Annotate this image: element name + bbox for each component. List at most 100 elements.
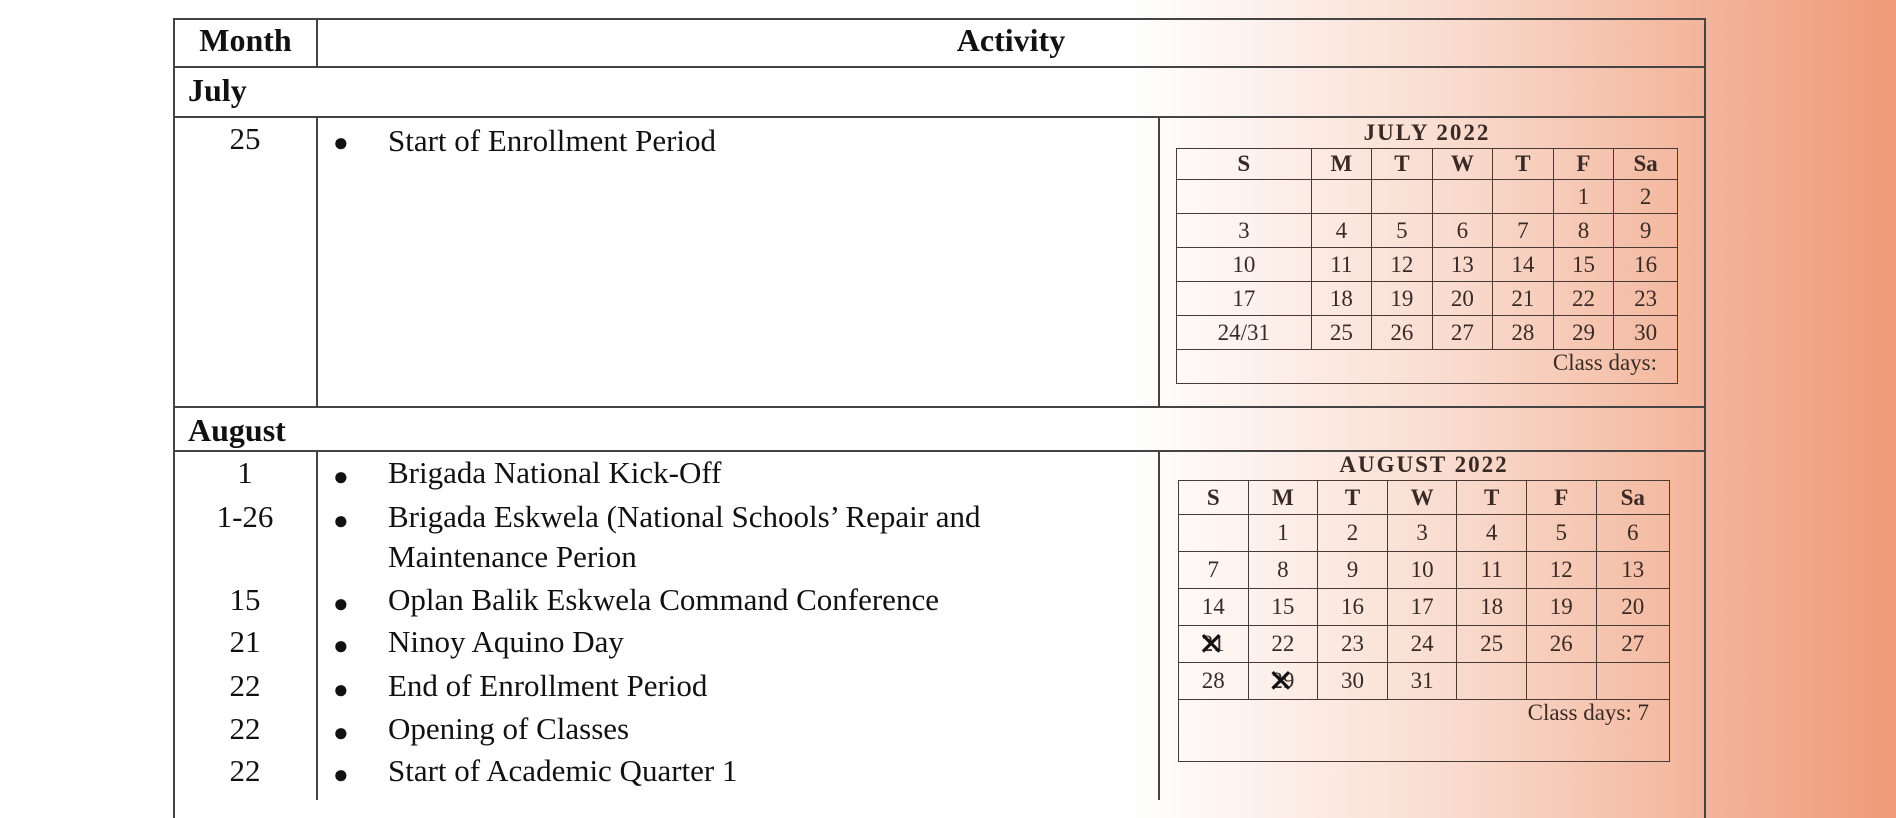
calendar-day: 20 (1595, 588, 1671, 626)
day-number: 6 (1627, 520, 1639, 545)
calendar-day: 26 (1525, 625, 1597, 663)
calendar-day: 13 (1431, 247, 1494, 282)
day-number: 10 (1410, 557, 1434, 582)
entry-day: 22 (229, 753, 261, 788)
weekday-header: T (1371, 148, 1433, 180)
calendar-day: 16 (1317, 588, 1388, 626)
day-number: 23 (1340, 631, 1364, 656)
day-number: 11 (1330, 251, 1353, 277)
calendar-day: 3 (1386, 514, 1458, 552)
weekday-header: S (1178, 480, 1249, 515)
day-number: 4 (1335, 217, 1348, 243)
entry-day: 21 (229, 624, 261, 659)
day-number: 7 (1207, 557, 1220, 582)
header-activity: Activity (956, 22, 1066, 58)
col-divider (316, 116, 318, 408)
calendar-day: 7 (1492, 213, 1554, 248)
calendar-day: 23 (1613, 281, 1678, 316)
day-number: 18 (1329, 285, 1353, 311)
row-divider (173, 406, 1706, 408)
day-number: 30 (1340, 668, 1364, 693)
day-number: 10 (1232, 251, 1256, 277)
weekday-header: F (1552, 148, 1615, 180)
weekday-header: W (1431, 148, 1494, 180)
entry-activity: Start of Enrollment Period (388, 123, 717, 158)
row-divider (173, 66, 1706, 68)
calendar-day: 9 (1317, 551, 1388, 589)
day-number: 30 (1634, 319, 1658, 345)
calendar-day: 29 (1552, 315, 1615, 350)
day-number: 16 (1634, 251, 1658, 277)
table-border-left (173, 18, 175, 818)
calendar-day: 26 (1371, 315, 1433, 350)
day-number: 12 (1549, 557, 1573, 582)
weekday-header: T (1456, 480, 1527, 515)
calendar-day: 5 (1371, 213, 1433, 248)
day-number: 1 (1277, 520, 1289, 545)
calendar-day: 12 (1525, 551, 1597, 589)
entry-activity: Brigada Eskwela (National Schools’ Repai… (388, 499, 981, 534)
day-number: 11 (1480, 557, 1503, 582)
month-label-july: July (188, 72, 247, 108)
calendar-day: 9 (1613, 213, 1678, 248)
day-number: 9 (1346, 557, 1359, 582)
day-number: 15 (1571, 251, 1595, 277)
table-border-right (1704, 18, 1706, 818)
calendar-day: 8 (1552, 213, 1615, 248)
calendar-day: 16 (1613, 247, 1678, 282)
day-number: 27 (1450, 319, 1474, 345)
bullet-icon: ● (333, 760, 349, 789)
day-number: 8 (1577, 217, 1590, 243)
day-number: 4 (1485, 520, 1498, 545)
calendar-day: 27 (1431, 315, 1494, 350)
bullet-icon: ● (333, 631, 349, 660)
calendar-day: 14 (1492, 247, 1554, 282)
day-number: 25 (1480, 631, 1504, 656)
calendar-day: 4 (1310, 213, 1373, 248)
day-number: 8 (1277, 557, 1289, 582)
day-number: 29 (1571, 319, 1595, 345)
day-number: 12 (1390, 251, 1414, 277)
calendar-day: 19 (1371, 281, 1433, 316)
row-divider (173, 116, 1706, 118)
calendar-day (1310, 179, 1373, 214)
calendar-day (1371, 179, 1433, 214)
day-number: 5 (1396, 217, 1408, 243)
calendar-day: 10 (1176, 247, 1312, 282)
day-number: 3 (1238, 217, 1250, 243)
col-divider (1158, 450, 1160, 800)
day-number: 2 (1346, 520, 1359, 545)
calendar-day: 25 (1310, 315, 1373, 350)
day-number: 14 (1511, 251, 1535, 277)
day-number: 1 (1577, 183, 1590, 209)
calendar-title: JULY 2022 (1363, 120, 1491, 145)
day-number: 25 (1329, 319, 1353, 345)
day-number: 14 (1201, 594, 1225, 619)
bullet-icon: ● (333, 506, 349, 535)
day-number: 27 (1621, 631, 1645, 656)
calendar-august: AUGUST 2022 S M T W T F Sa 1 2 3 4 5 6 7 8 9 10 11 12 13 14 1… (1178, 452, 1671, 762)
calendar-day: 22 (1247, 625, 1319, 663)
entry-activity: Start of Academic Quarter 1 (388, 753, 738, 788)
weekday-header: Sa (1595, 480, 1671, 515)
calendar-day: 28 (1492, 315, 1554, 350)
col-divider (316, 18, 318, 68)
calendar-day (1431, 179, 1494, 214)
entry-day: 22 (229, 668, 261, 703)
calendar-day: 17 (1386, 588, 1458, 626)
calendar-day (1595, 662, 1671, 700)
weekday-header: S (1176, 148, 1312, 180)
day-number: 17 (1232, 285, 1256, 311)
bullet-icon: ● (333, 128, 349, 157)
day-number: 13 (1621, 557, 1645, 582)
bullet-icon: ● (333, 718, 349, 747)
weekday-header: M (1310, 148, 1373, 180)
calendar-day: 17 (1176, 281, 1312, 316)
table-border-top (173, 18, 1706, 20)
calendar-day: 6 (1595, 514, 1671, 552)
calendar-day: 21 (1492, 281, 1554, 316)
weekday-header: T (1317, 480, 1388, 515)
day-number: 17 (1410, 594, 1434, 619)
calendar-day: 11 (1456, 551, 1527, 589)
calendar-day: 18 (1310, 281, 1373, 316)
